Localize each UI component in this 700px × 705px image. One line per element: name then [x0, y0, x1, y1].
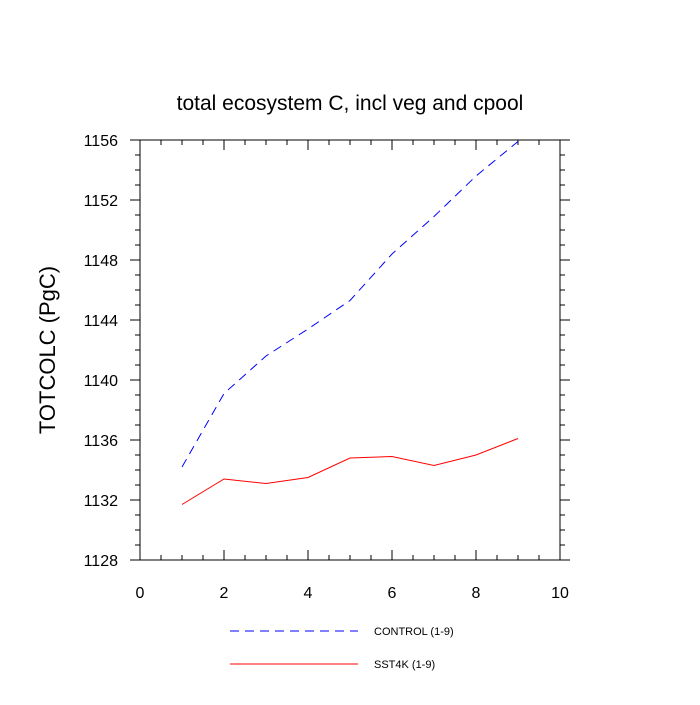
x-tick-label: 4 — [304, 585, 313, 602]
y-tick-label: 1156 — [84, 133, 119, 150]
legend-label: SST4K (1-9) — [374, 659, 435, 671]
y-tick-label: 1140 — [84, 373, 119, 390]
series-line-control-1-9 — [181, 141, 519, 468]
x-tick-label: 6 — [388, 585, 397, 602]
x-tick-label: 2 — [220, 585, 229, 602]
y-tick-label: 1128 — [84, 553, 119, 570]
y-tick-label: 1148 — [84, 253, 119, 270]
axis-ticks: 0 2 4 6 8 10 1128 1132 1136 1140 1144 1148 1152 1156 — [84, 133, 570, 602]
chart-title: total ecosystem C, incl veg and cpool — [177, 92, 524, 115]
plot-frame — [139, 139, 561, 561]
x-tick-label: 0 — [136, 585, 145, 602]
plot-series — [181, 141, 519, 505]
y-tick-label: 1152 — [84, 193, 119, 210]
series-line-sst4k-1-9 — [181, 438, 519, 505]
x-tick-label: 10 — [551, 585, 569, 602]
y-tick-label: 1132 — [84, 493, 119, 510]
legend: CONTROL (1-9) SST4K (1-9) — [230, 626, 454, 671]
legend-label: CONTROL (1-9) — [374, 626, 454, 638]
y-tick-label: 1144 — [84, 313, 119, 330]
x-tick-label: 8 — [472, 585, 481, 602]
y-tick-label: 1136 — [84, 433, 119, 450]
y-axis-label: TOTCOLC (PgC) — [35, 266, 60, 434]
